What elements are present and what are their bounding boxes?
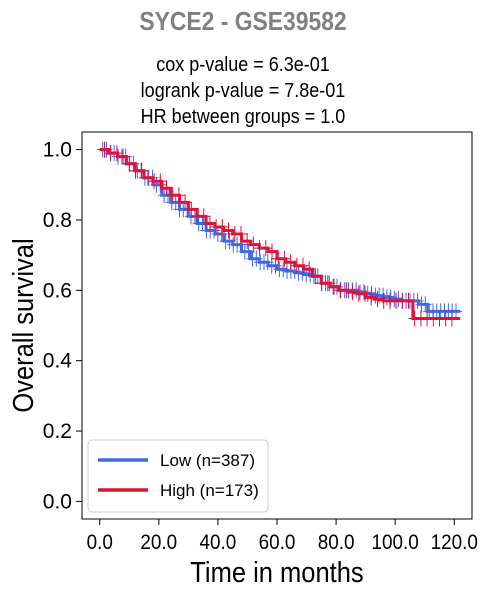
y-tick-label: 0.2	[43, 420, 72, 443]
series-layer	[96, 141, 462, 327]
censor-mark	[259, 240, 272, 257]
censor-mark	[402, 292, 415, 309]
censor-mark	[135, 162, 148, 179]
x-tick-label: 0.0	[87, 531, 113, 554]
y-tick-label: 0.6	[43, 279, 72, 302]
legend-box	[87, 439, 269, 513]
censor-mark	[222, 222, 235, 239]
hazard-ratio-subtitle: HR between groups = 1.0	[140, 106, 346, 128]
censor-mark	[154, 173, 167, 190]
censor-mark	[203, 215, 216, 232]
censor-mark	[235, 226, 247, 242]
logrank-pvalue-subtitle: logrank p-value = 7.8e-01	[140, 80, 346, 102]
censor-mark	[346, 284, 359, 301]
legend: Low (n=387) High (n=173)	[87, 439, 269, 513]
censor-mark	[247, 236, 260, 253]
censor-mark	[278, 250, 291, 267]
x-tick-label: 20.0	[140, 531, 177, 554]
y-axis-label: Overall survival	[6, 238, 39, 412]
x-tick-label: 120.0	[431, 531, 478, 554]
censor-mark	[359, 285, 371, 302]
x-tick-label: 80.0	[318, 531, 355, 554]
censor-mark	[266, 243, 278, 260]
cox-pvalue-subtitle: cox p-value = 6.3e-01	[156, 54, 330, 76]
censor-mark	[321, 275, 334, 292]
censor-mark	[117, 148, 130, 165]
censor-mark	[197, 208, 210, 225]
censor-mark	[303, 261, 316, 278]
censor-mark	[98, 141, 111, 158]
censor-mark	[284, 254, 297, 271]
censor-mark	[123, 155, 136, 172]
legend-label-low: Low (n=387)	[160, 451, 255, 470]
censor-mark	[445, 310, 458, 327]
ticks-layer: 0.0 20.0 40.0 60.0 80.0 100.0 120.0 0.0 0.2 0.4 0.…	[43, 139, 478, 555]
censor-mark	[371, 291, 384, 308]
censor-mark	[141, 169, 154, 186]
censor-mark	[309, 268, 322, 285]
x-tick-label: 100.0	[372, 531, 419, 554]
y-tick-label: 0.8	[43, 209, 72, 232]
censor-mark	[110, 145, 123, 162]
x-tick-label: 60.0	[259, 531, 296, 554]
censor-mark	[185, 201, 198, 218]
y-tick-label: 1.0	[43, 139, 72, 162]
x-tick-label: 40.0	[200, 531, 237, 554]
censor-mark	[160, 180, 173, 197]
censor-mark	[328, 278, 340, 295]
y-tick-label: 0.4	[43, 350, 73, 373]
y-tick-label: 0.0	[43, 490, 72, 513]
censor-mark	[340, 282, 353, 299]
censor-mark	[172, 187, 185, 204]
censor-mark	[216, 219, 229, 235]
chart-title: SYCE2 - GSE39582	[139, 6, 347, 36]
censor-mark	[179, 194, 192, 211]
censor-mark	[297, 257, 309, 274]
legend-label-high: High (n=173)	[160, 481, 259, 500]
censor-mark	[241, 233, 254, 250]
censor-mark	[365, 289, 378, 306]
x-axis-label: Time in months	[190, 555, 363, 588]
